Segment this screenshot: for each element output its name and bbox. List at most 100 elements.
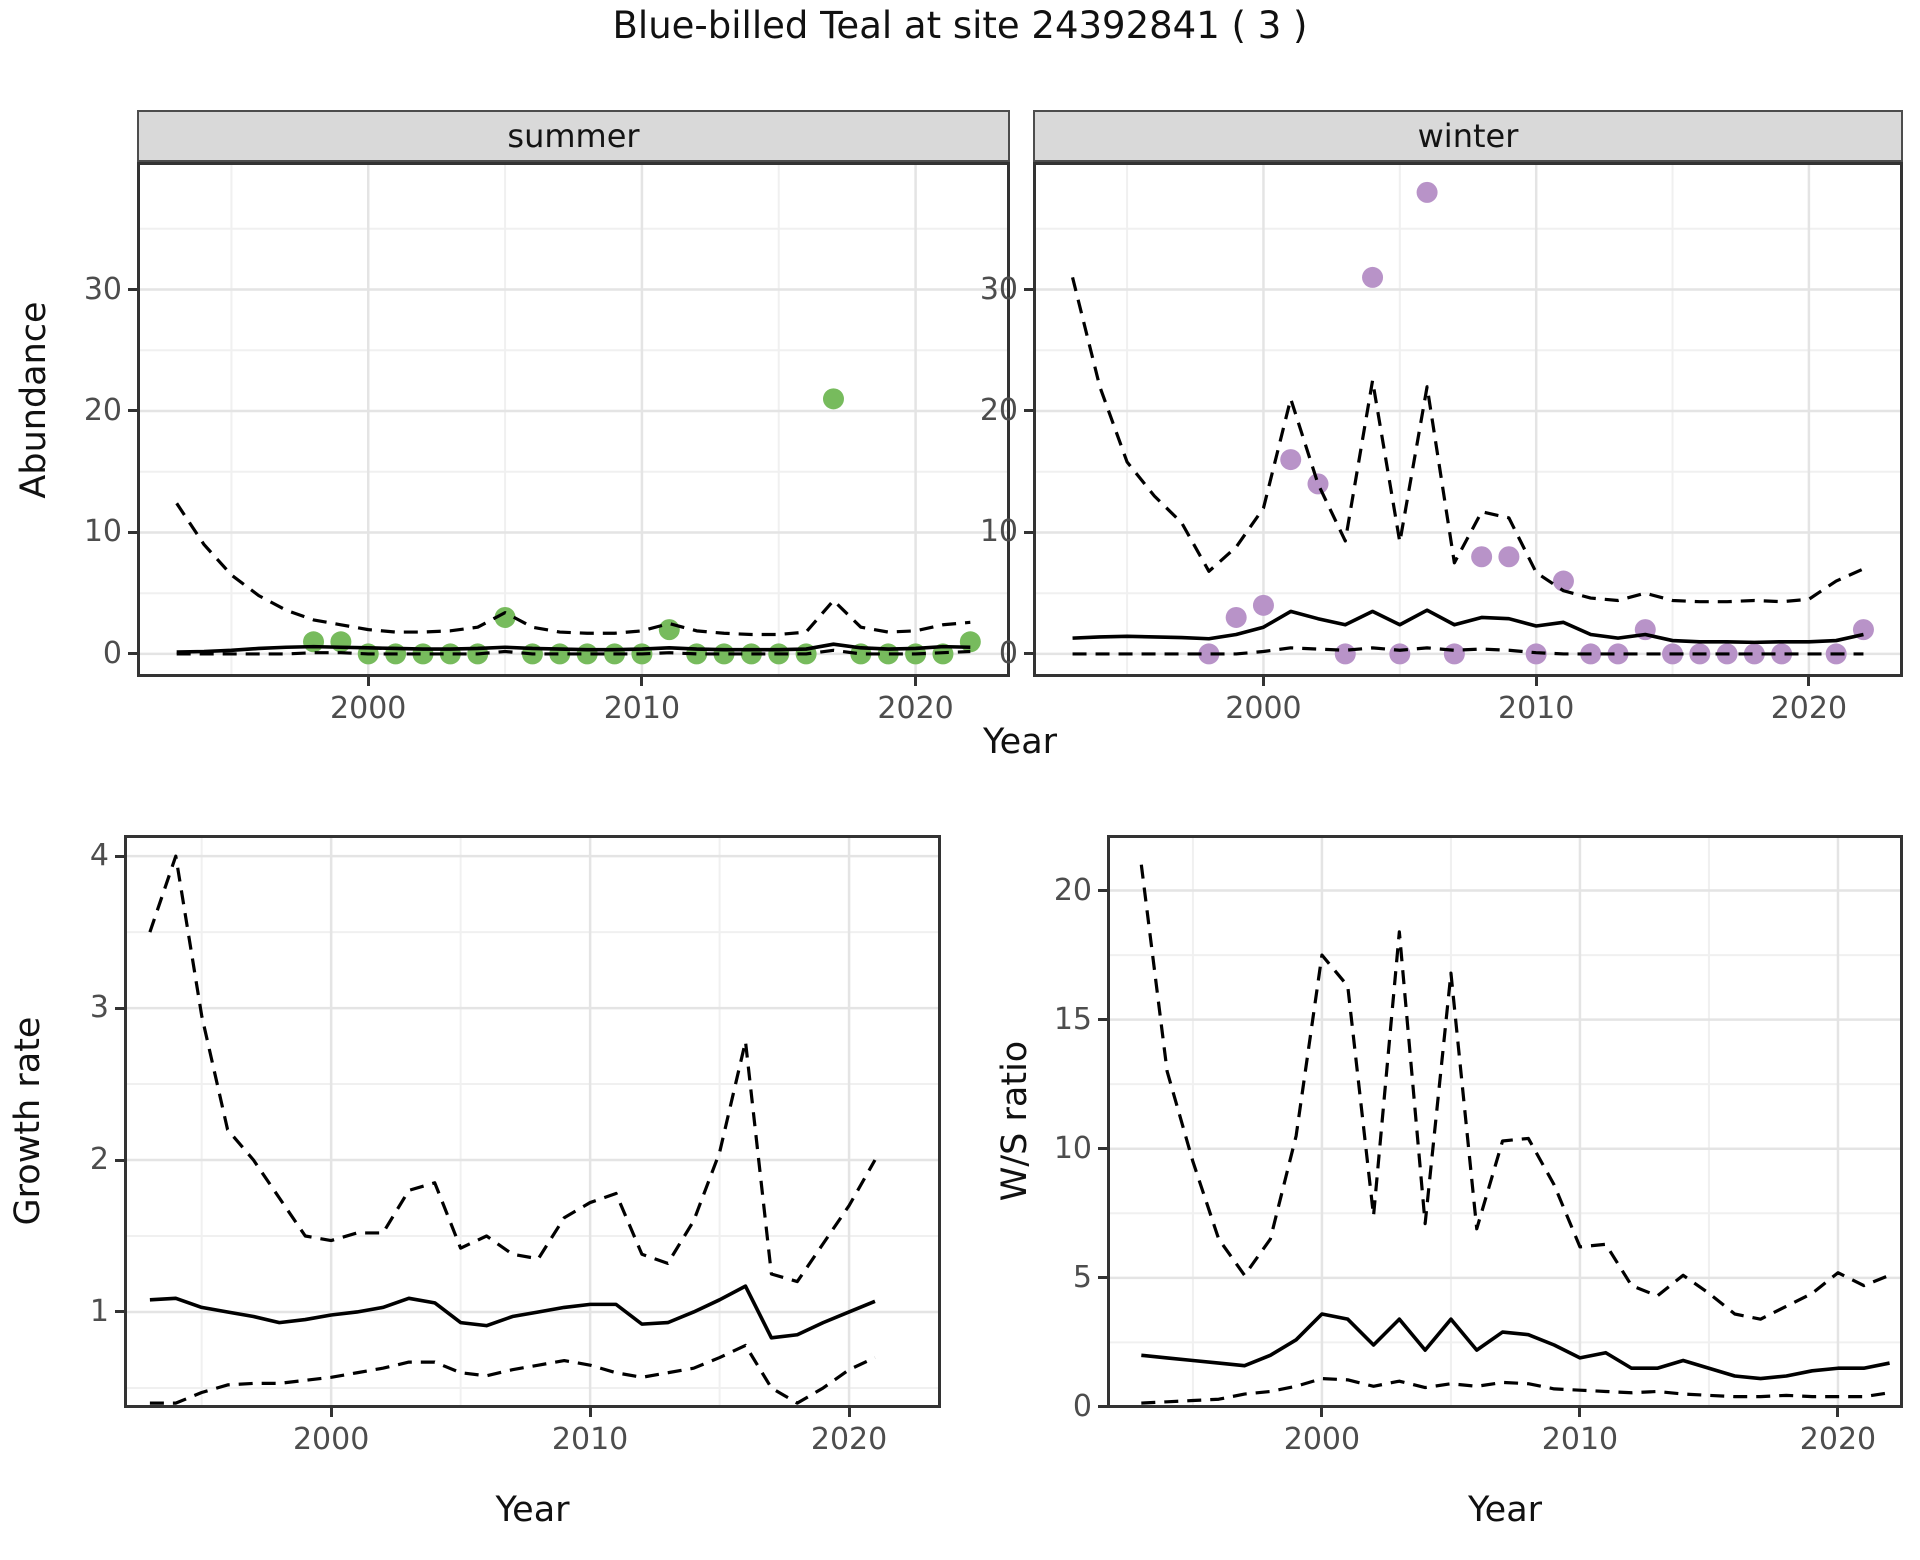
y-axis-tick bbox=[1024, 530, 1033, 534]
x-axis-tick bbox=[1320, 1408, 1324, 1417]
abundance-summer-canvas bbox=[137, 162, 1010, 677]
abundance-winter-observation-point bbox=[1198, 643, 1220, 665]
y-axis-tick-label: 20 bbox=[83, 392, 122, 428]
facet-strip-summer: summer bbox=[137, 110, 1010, 162]
abundance-summer-observation-point bbox=[658, 619, 680, 641]
x-axis-tick-label: 2020 bbox=[1799, 1422, 1877, 1457]
panel-ws-ratio bbox=[1107, 835, 1903, 1408]
abundance-winter-observation-point bbox=[1743, 643, 1765, 665]
y-axis-tick bbox=[1098, 889, 1107, 893]
abundance-summer-observation-point bbox=[822, 388, 844, 410]
abundance-winter-observation-point bbox=[1307, 473, 1329, 495]
x-axis-tick-label: 2010 bbox=[551, 1422, 629, 1457]
ws-ratio-median-line bbox=[1141, 1312, 1890, 1381]
y-axis-tick bbox=[1024, 288, 1033, 292]
x-axis-tick bbox=[1261, 677, 1265, 686]
abundance-winter-observation-point bbox=[1280, 449, 1302, 471]
facet-strip-winter-label: winter bbox=[1417, 117, 1519, 155]
y-axis-tick-label: 2 bbox=[89, 1142, 109, 1178]
abundance-winter-observation-point bbox=[1607, 643, 1629, 665]
abundance-winter-observation-point bbox=[1498, 546, 1520, 568]
x-axis-tick bbox=[366, 677, 370, 686]
panel-abundance-winter bbox=[1033, 162, 1903, 677]
x-axis-tick-label: 2020 bbox=[877, 691, 954, 726]
y-axis-tick-label: 0 bbox=[998, 635, 1018, 671]
x-axis-tick bbox=[329, 1408, 333, 1417]
growth-rate-lower-ci-line bbox=[149, 1343, 876, 1405]
x-axis-tick-label: 2020 bbox=[1770, 691, 1848, 726]
x-axis-tick bbox=[1836, 1408, 1840, 1417]
y-axis-tick-label: 4 bbox=[89, 838, 109, 874]
abundance-summer-median-line bbox=[176, 642, 971, 654]
growth-rate-median-line bbox=[149, 1284, 876, 1340]
abundance-summer-observation-point bbox=[303, 631, 325, 653]
abundance-winter-observation-point bbox=[1771, 643, 1793, 665]
x-axis-tick bbox=[640, 677, 644, 686]
y-axis-tick bbox=[1098, 1018, 1107, 1022]
x-axis-tick-label: 2010 bbox=[603, 691, 681, 726]
abundance-winter-observation-point bbox=[1471, 546, 1493, 568]
y-axis-tick bbox=[128, 288, 137, 292]
y-axis-tick bbox=[1098, 1276, 1107, 1280]
x-axis-title-year-top: Year bbox=[982, 722, 1058, 762]
y-axis-tick-label: 20 bbox=[979, 392, 1018, 428]
abundance-winter-upper-ci-line bbox=[1070, 277, 1865, 604]
y-axis-tick-label: 30 bbox=[83, 271, 122, 307]
y-axis-tick bbox=[1024, 409, 1033, 413]
y-axis-tick-label: 10 bbox=[1053, 1130, 1092, 1166]
y-axis-tick bbox=[115, 1006, 124, 1010]
abundance-winter-lower-ci-line bbox=[1072, 646, 1864, 656]
y-axis-tick bbox=[128, 530, 137, 534]
x-axis-title-year-growth: Year bbox=[495, 1490, 570, 1530]
y-axis-tick-label: 1 bbox=[89, 1293, 109, 1329]
y-axis-tick bbox=[115, 1158, 124, 1162]
growth-rate-canvas bbox=[124, 835, 941, 1408]
abundance-winter-median-line bbox=[1072, 608, 1864, 645]
x-axis-tick-label: 2000 bbox=[1225, 691, 1302, 726]
growth-rate-panel-border bbox=[124, 835, 941, 1408]
y-axis-title-growth-rate: Growth rate bbox=[8, 1016, 48, 1226]
abundance-winter-observation-point bbox=[1552, 570, 1574, 592]
abundance-winter-observation-point bbox=[1389, 643, 1411, 665]
y-axis-tick-label: 0 bbox=[102, 635, 122, 671]
abundance-winter-observation-point bbox=[1416, 181, 1438, 203]
ws-ratio-lower-ci-line bbox=[1141, 1376, 1890, 1405]
y-axis-tick bbox=[115, 1310, 124, 1314]
growth-rate-upper-ci-line bbox=[148, 854, 877, 1284]
y-axis-tick bbox=[1024, 652, 1033, 656]
y-axis-tick bbox=[115, 854, 124, 858]
x-axis-tick bbox=[847, 1408, 851, 1417]
facet-strip-winter: winter bbox=[1033, 110, 1903, 162]
abundance-summer-lower-ci-line bbox=[176, 648, 971, 656]
y-axis-tick-label: 10 bbox=[83, 514, 122, 550]
y-axis-tick-label: 15 bbox=[1053, 1001, 1092, 1037]
y-axis-tick-label: 5 bbox=[1072, 1259, 1092, 1295]
y-axis-tick bbox=[1098, 1147, 1107, 1151]
panel-growth-rate bbox=[124, 835, 941, 1408]
x-axis-tick-label: 2000 bbox=[330, 691, 407, 726]
abundance-winter-observation-point bbox=[1334, 643, 1356, 665]
abundance-winter-canvas bbox=[1033, 162, 1903, 677]
ws-ratio-canvas bbox=[1107, 835, 1903, 1408]
abundance-summer-panel-border bbox=[137, 162, 1010, 677]
abundance-winter-observation-point bbox=[1362, 266, 1384, 288]
abundance-winter-observation-point bbox=[1443, 643, 1465, 665]
x-axis-title-year-ws: Year bbox=[1467, 1490, 1543, 1530]
ws-ratio-upper-ci-line bbox=[1139, 864, 1891, 1321]
ws-ratio-panel-border bbox=[1107, 835, 1903, 1408]
y-axis-tick-label: 0 bbox=[1072, 1388, 1092, 1424]
x-axis-tick bbox=[1534, 677, 1538, 686]
x-axis-tick-label: 2020 bbox=[810, 1422, 888, 1457]
y-axis-tick-label: 10 bbox=[979, 514, 1018, 550]
y-axis-tick bbox=[128, 652, 137, 656]
x-axis-tick bbox=[1807, 677, 1811, 686]
x-axis-tick-label: 2010 bbox=[1497, 691, 1575, 726]
panel-abundance-summer bbox=[137, 162, 1010, 677]
facet-strip-summer-label: summer bbox=[507, 117, 640, 155]
y-axis-tick bbox=[128, 409, 137, 413]
abundance-summer-upper-ci-line bbox=[175, 502, 971, 637]
x-axis-tick-label: 2010 bbox=[1541, 1422, 1619, 1457]
x-axis-tick-label: 2000 bbox=[292, 1422, 370, 1457]
x-axis-tick bbox=[1578, 1408, 1582, 1417]
